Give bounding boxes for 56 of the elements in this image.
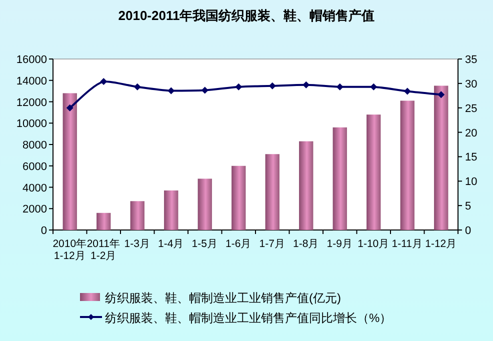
point	[404, 88, 411, 95]
x-tick-label: 1-5月	[192, 238, 218, 250]
y-tick-label: 14000	[16, 75, 47, 88]
point	[134, 83, 141, 90]
y-tick-label: 6000	[22, 160, 47, 173]
x-tick-label: 1-9月	[326, 238, 353, 250]
bar	[434, 86, 448, 230]
y2-tick-label: 20	[465, 127, 478, 140]
bar	[232, 166, 246, 230]
x-tick-label: 1-10月	[358, 238, 390, 250]
y-tick-label: 16000	[16, 54, 47, 66]
y2-tick-label: 0	[465, 225, 472, 237]
y2-tick-label: 10	[465, 176, 478, 188]
bar	[130, 201, 144, 230]
y2-tick-label: 30	[465, 78, 478, 90]
point	[370, 83, 378, 90]
x-tick-label: 1-3月	[124, 238, 150, 250]
x-tick-label: 1-12月	[425, 238, 458, 250]
bar	[299, 141, 314, 230]
legend-label: 纺织服装、鞋、帽制造业工业销售产值(亿元)	[105, 291, 341, 305]
point	[235, 83, 242, 90]
y-tick-label: 2000	[22, 204, 47, 216]
point	[268, 82, 276, 90]
point	[100, 78, 108, 85]
y-tick-label: 8000	[22, 140, 47, 152]
bar	[265, 154, 280, 230]
x-tick-label: 2011年 1-2月	[86, 238, 120, 262]
x-tick-label: 1-6月	[226, 238, 252, 250]
point	[438, 91, 445, 98]
y-tick-label: 0	[40, 225, 47, 237]
y-tick-label: 12000	[16, 96, 47, 109]
y2-tick-label: 15	[465, 152, 478, 164]
y-tick-label: 10000	[16, 118, 47, 130]
point	[201, 86, 208, 94]
y2-tick-label: 25	[465, 102, 478, 115]
bar	[164, 190, 178, 230]
x-tick-label: 1-8月	[293, 238, 320, 250]
bar	[400, 100, 414, 230]
y2-tick-label: 5	[465, 200, 472, 213]
x-tick-label: 1-4月	[158, 238, 184, 250]
x-tick-label: 1-7月	[259, 238, 286, 250]
y-tick-label: 4000	[22, 182, 47, 194]
bar	[62, 93, 77, 230]
bar	[366, 114, 381, 230]
bar	[198, 178, 212, 230]
y2-tick-label: 35	[465, 54, 478, 66]
x-tick-label: 2010年 1-12月	[52, 238, 88, 262]
bar	[332, 127, 347, 230]
point	[168, 87, 175, 94]
point	[302, 81, 310, 88]
x-tick-label: 1-11月	[392, 238, 423, 250]
point	[336, 83, 344, 90]
bar	[96, 212, 111, 230]
point	[66, 104, 74, 112]
legend-label: 纺织服装、鞋、帽制造业工业销售产值同比增长（%）	[105, 311, 392, 325]
chart-title: 2010-2011年我国纺织服装、鞋、帽销售产值	[118, 8, 375, 23]
